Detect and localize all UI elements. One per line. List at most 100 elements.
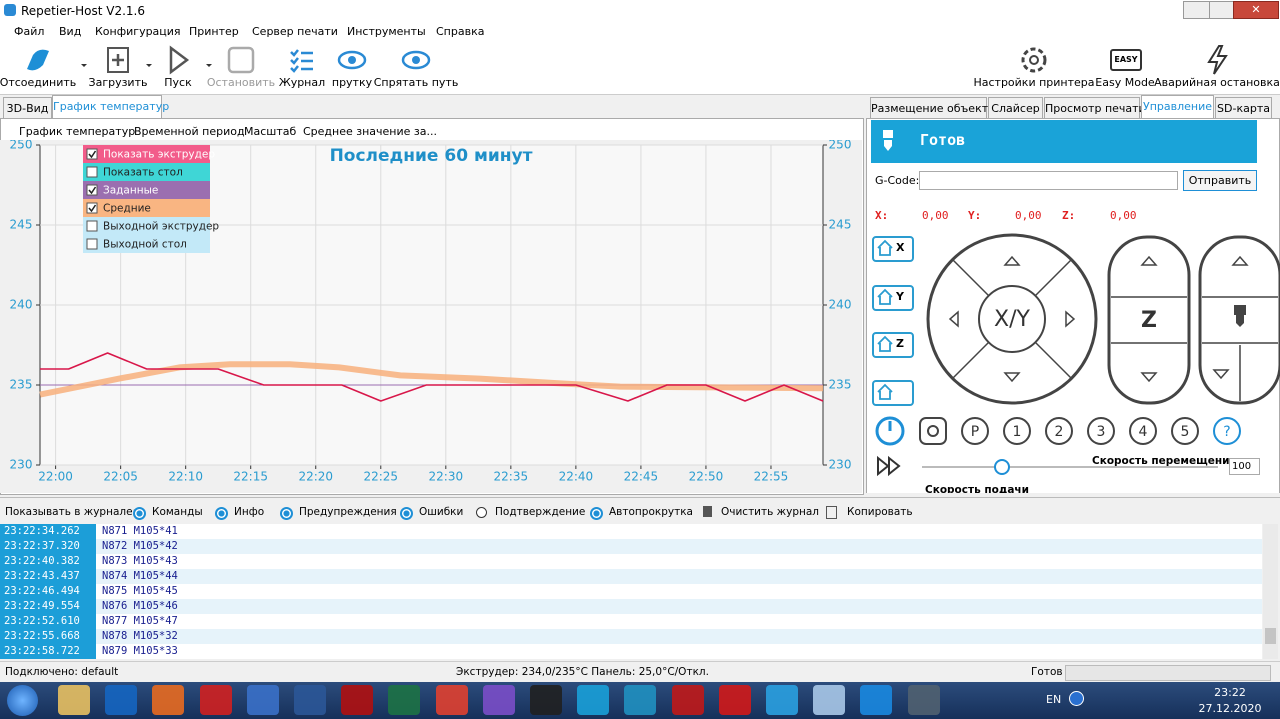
taskbar-app[interactable] xyxy=(152,685,185,715)
restore-button[interactable] xyxy=(1209,1,1235,19)
log-row xyxy=(0,539,1262,554)
menu-item[interactable]: Конфигурация xyxy=(95,25,181,38)
home-button[interactable] xyxy=(872,236,914,262)
chart-menu-item[interactable]: Временной период xyxy=(134,125,245,138)
chart-menu-item[interactable]: График температур xyxy=(19,125,136,138)
taskbar-app[interactable] xyxy=(105,685,138,715)
taskbar-app[interactable] xyxy=(530,685,562,715)
log-message: N871 M105*41 xyxy=(102,525,178,537)
taskbar-app[interactable] xyxy=(58,685,90,715)
tab[interactable]: Просмотр печати xyxy=(1044,97,1146,119)
close-button[interactable]: ✕ xyxy=(1233,1,1279,19)
gcode-input[interactable] xyxy=(919,171,1178,190)
legend-checkbox xyxy=(86,202,98,214)
taskbar-app[interactable] xyxy=(482,685,515,715)
log-option-radio[interactable] xyxy=(215,507,228,520)
toolbar-button[interactable]: Пуск xyxy=(164,76,192,89)
log-option-label[interactable]: Подтверждение xyxy=(495,506,586,518)
legend-swatch xyxy=(83,217,210,235)
toolbar: Отсоединить Загрузить Пуск Остановить Журнал… xyxy=(0,42,1280,95)
log-option-label[interactable]: Ошибки xyxy=(419,506,464,518)
log-option-radio[interactable] xyxy=(133,507,146,520)
taskbar-app[interactable] xyxy=(624,685,657,715)
copy-button[interactable]: Копировать xyxy=(847,506,913,518)
xy-center xyxy=(978,285,1046,353)
menu-item[interactable]: Сервер печати xyxy=(252,25,338,38)
log-option-radio[interactable] xyxy=(400,507,413,520)
taskbar-app[interactable] xyxy=(813,685,846,715)
toolbar-button[interactable]: Остановить xyxy=(206,76,276,89)
toolbar-button[interactable]: прутку xyxy=(331,76,373,89)
clear-button[interactable]: Очистить журнал xyxy=(721,506,819,518)
taskbar-app[interactable] xyxy=(860,685,893,715)
home-button[interactable] xyxy=(872,380,914,406)
tab[interactable]: SD-карта xyxy=(1215,97,1272,119)
log-option-label[interactable]: Предупреждения xyxy=(299,506,397,518)
toolbar-button[interactable]: Отсоединить xyxy=(0,76,77,89)
toolbar-button[interactable]: Аварийная остановка xyxy=(1154,76,1280,89)
tab[interactable]: График температур xyxy=(52,95,169,119)
taskbar-app[interactable] xyxy=(341,685,374,715)
toolbar-button[interactable]: Настройки принтера xyxy=(973,76,1095,89)
log-row xyxy=(0,569,1262,584)
log-option-label[interactable]: Инфо xyxy=(234,506,265,518)
toolbar-button[interactable]: Загрузить xyxy=(88,76,148,89)
gcode-label: G-Code: xyxy=(875,174,920,187)
home-button[interactable] xyxy=(872,285,914,311)
tab[interactable]: Управление xyxy=(1141,95,1214,119)
log-option-label[interactable]: Команды xyxy=(152,506,203,518)
taskbar-app[interactable] xyxy=(718,685,751,715)
x-tick-label: 22:25 xyxy=(363,470,398,484)
language-indicator[interactable]: EN xyxy=(1046,693,1062,706)
tab[interactable]: Слайсер xyxy=(988,97,1043,119)
menu-item[interactable]: Справка xyxy=(436,25,485,38)
taskbar-app[interactable] xyxy=(671,685,704,715)
taskbar-app[interactable] xyxy=(907,685,940,715)
menu-bar: Файл Вид Конфигурация Принтер Сервер печати И… xyxy=(0,22,1280,42)
icon-shape xyxy=(206,64,212,67)
log-filter-label: Показывать в журнале: xyxy=(5,506,137,518)
status-text: Готов xyxy=(920,131,966,149)
tab[interactable]: Размещение объекта xyxy=(870,97,995,119)
menu-item[interactable]: Принтер xyxy=(189,25,239,38)
minimize-button[interactable] xyxy=(1183,1,1211,19)
taskbar-app[interactable] xyxy=(199,685,232,715)
x-tick-label: 22:45 xyxy=(624,470,659,484)
home-button[interactable] xyxy=(872,332,914,358)
menu-item[interactable]: Файл xyxy=(14,25,45,38)
clock-time[interactable]: 23:22 xyxy=(1214,686,1246,699)
speed-input[interactable]: 100 xyxy=(1229,458,1260,475)
menu-item[interactable]: Инструменты xyxy=(347,25,426,38)
x-tick-label: 22:35 xyxy=(494,470,529,484)
taskbar-app[interactable] xyxy=(246,685,279,715)
macro-button xyxy=(1171,417,1199,445)
log-option-radio[interactable] xyxy=(590,507,603,520)
log-option-radio[interactable] xyxy=(280,507,293,520)
home-axis-label: Z xyxy=(896,337,904,350)
log-pane: Показывать в журнале: Команды Инфо Предупре… xyxy=(0,497,1280,661)
taskbar-app[interactable] xyxy=(577,685,610,715)
toolbar-button[interactable]: Easy Mode xyxy=(1095,76,1155,89)
icon-shape xyxy=(107,47,129,73)
icon-shape xyxy=(169,45,190,75)
send-button[interactable]: Отправить xyxy=(1183,170,1257,191)
toolbar-button[interactable]: Журнал xyxy=(278,76,326,89)
xy-label: X/Y xyxy=(994,307,1030,332)
menu-item[interactable]: Вид xyxy=(59,25,82,38)
taskbar-app[interactable] xyxy=(294,685,326,715)
easy-badge: EASY xyxy=(1110,49,1142,71)
tab[interactable]: 3D-Вид xyxy=(3,97,52,119)
toolbar-icon xyxy=(401,50,431,70)
taskbar-app[interactable] xyxy=(435,685,468,715)
z-dividers xyxy=(1111,255,1187,383)
taskbar-app[interactable] xyxy=(388,685,421,715)
help-icon xyxy=(1069,691,1084,706)
toolbar-button[interactable]: Спрятать путь xyxy=(373,76,459,89)
chart-menu-item[interactable]: Масштаб xyxy=(244,125,297,138)
clock-date[interactable]: 27.12.2020 xyxy=(1198,702,1262,715)
log-option-radio[interactable] xyxy=(476,507,487,518)
taskbar-app[interactable] xyxy=(766,685,798,715)
log-message: N873 M105*43 xyxy=(102,555,178,567)
log-option-label[interactable]: Автопрокрутка xyxy=(609,506,693,518)
chart-menu-item[interactable]: Среднее значение за... xyxy=(303,125,437,138)
